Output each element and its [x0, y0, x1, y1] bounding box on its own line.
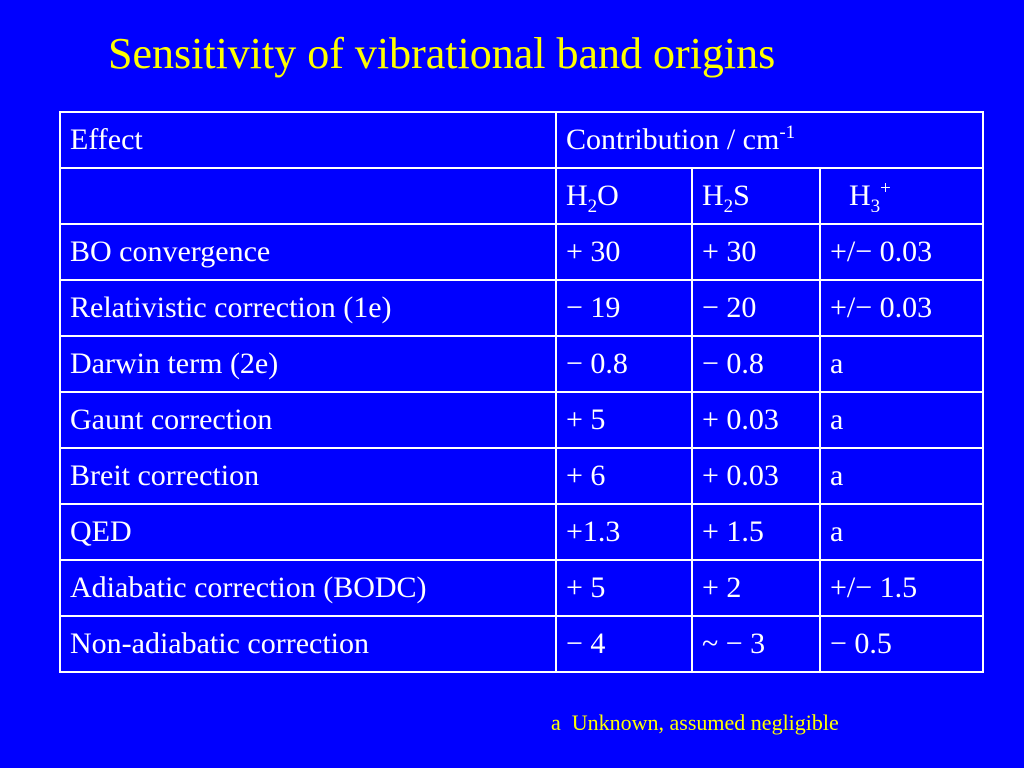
molecule-h2o: H2O	[555, 167, 693, 225]
header-contribution-label: Contribution / cm	[566, 123, 780, 156]
molecule-h2s-tail: S	[733, 179, 750, 212]
row-h3plus-value: +/− 0.03	[818, 279, 985, 337]
molecule-h2s-sub: 2	[723, 196, 734, 217]
row-h2s-value: + 1.5	[691, 503, 821, 561]
row-h2o-value: − 0.8	[555, 335, 693, 393]
footnote-text: Unknown, assumed negligible	[571, 710, 839, 735]
molecule-h2o-base: H	[566, 179, 588, 212]
row-effect: Adiabatic correction (BODC)	[59, 559, 557, 617]
table-row: Darwin term (2e) − 0.8 − 0.8 a	[59, 335, 985, 393]
row-effect: Breit correction	[59, 447, 557, 505]
molecule-header-empty	[59, 167, 557, 225]
row-h3plus-value: a	[818, 447, 985, 505]
row-effect: Darwin term (2e)	[59, 335, 557, 393]
row-h3plus-value: +/− 0.03	[818, 223, 985, 281]
row-h2s-value: + 0.03	[691, 391, 821, 449]
row-h2o-value: − 19	[555, 279, 693, 337]
footnote: a Unknown, assumed negligible	[551, 710, 839, 736]
table-row: Adiabatic correction (BODC) + 5 + 2 +/− …	[59, 559, 985, 617]
table-header-row: Effect Contribution / cm-1	[59, 111, 985, 169]
row-h3plus-value: a	[818, 503, 985, 561]
footnote-marker: a	[551, 710, 561, 735]
row-h2s-value: + 30	[691, 223, 821, 281]
row-effect: Non-adiabatic correction	[59, 615, 557, 673]
header-contribution-unit-exponent: -1	[779, 122, 796, 143]
table-row: Relativistic correction (1e) − 19 − 20 +…	[59, 279, 985, 337]
row-h3plus-value: +/− 1.5	[818, 559, 985, 617]
molecule-h3plus-sup: +	[880, 178, 891, 199]
header-contribution: Contribution / cm-1	[554, 111, 985, 169]
table-row: BO convergence + 30 + 30 +/− 0.03	[59, 223, 985, 281]
molecule-h3plus-base: H	[849, 179, 871, 212]
row-h3plus-value: a	[818, 335, 985, 393]
molecule-h3plus-sub: 3	[870, 196, 881, 217]
row-h2o-value: +1.3	[555, 503, 693, 561]
molecule-h2o-tail: O	[597, 179, 619, 212]
row-h3plus-value: − 0.5	[818, 615, 985, 673]
row-h2s-value: ~ − 3	[691, 615, 821, 673]
row-effect: BO convergence	[59, 223, 557, 281]
row-h2o-value: + 5	[555, 391, 693, 449]
row-h2o-value: + 5	[555, 559, 693, 617]
row-effect: QED	[59, 503, 557, 561]
row-effect: Gaunt correction	[59, 391, 557, 449]
table-row: Non-adiabatic correction − 4 ~ − 3 − 0.5	[59, 615, 985, 673]
table-row: Gaunt correction + 5 + 0.03 a	[59, 391, 985, 449]
table-row: QED +1.3 + 1.5 a	[59, 503, 985, 561]
molecule-h2s-base: H	[702, 179, 724, 212]
table-row: Breit correction + 6 + 0.03 a	[59, 447, 985, 505]
row-h2s-value: + 2	[691, 559, 821, 617]
row-h3plus-value: a	[818, 391, 985, 449]
molecule-h2s: H2S	[691, 167, 821, 225]
row-h2s-value: + 0.03	[691, 447, 821, 505]
header-effect: Effect	[59, 111, 557, 169]
row-h2s-value: − 0.8	[691, 335, 821, 393]
slide-title: Sensitivity of vibrational band origins	[108, 29, 776, 78]
row-h2o-value: + 30	[555, 223, 693, 281]
row-h2o-value: − 4	[555, 615, 693, 673]
sensitivity-table: Effect Contribution / cm-1 H2O H2S H3+ B…	[59, 111, 985, 673]
row-effect: Relativistic correction (1e)	[59, 279, 557, 337]
molecule-h3plus: H3+	[818, 167, 985, 225]
row-h2o-value: + 6	[555, 447, 693, 505]
molecule-header-row: H2O H2S H3+	[59, 167, 985, 225]
molecule-h2o-sub: 2	[587, 196, 598, 217]
row-h2s-value: − 20	[691, 279, 821, 337]
